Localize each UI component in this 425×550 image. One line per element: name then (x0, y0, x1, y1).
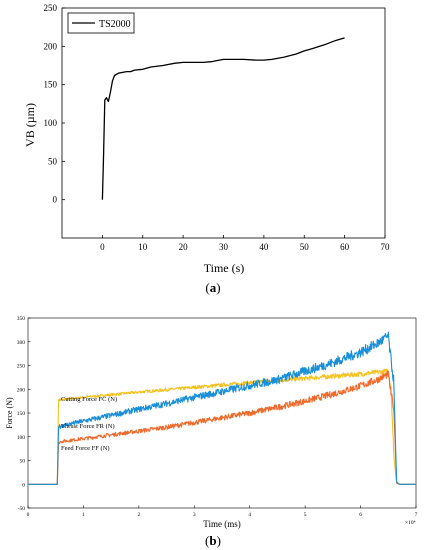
svg-text:(a): (a) (205, 280, 220, 295)
chart-a-ytick-label: 250 (44, 3, 58, 13)
panel-a-caption: (a) (205, 280, 220, 295)
chart-a-xtick-label: 0 (100, 242, 105, 252)
chart-a-legend-box (67, 12, 135, 34)
chart-b-x-exponent: ×10⁴ (405, 520, 416, 526)
chart-a-xtick-label: 20 (179, 242, 189, 252)
chart-b-ytick-label: 50 (20, 459, 26, 465)
chart-b-ytick-label: -50 (18, 506, 26, 512)
series-label-thrust-force: Thrust Force FR (N) (61, 423, 115, 430)
chart-a-ylabel: VB (µm) (23, 103, 37, 147)
chart-b-xlabel: Time (ms) (203, 519, 240, 529)
chart-b-ytick-label: 150 (17, 411, 26, 417)
chart-b-ytick-label: 0 (22, 482, 25, 488)
chart-b-xtick-label: 7 (415, 512, 418, 518)
chart-b-ytick-label: 200 (17, 387, 26, 393)
chart-a-ytick-label: 200 (44, 41, 58, 51)
chart-a-plot-frame (61, 7, 386, 239)
chart-b-ytick-label: 300 (17, 340, 26, 346)
chart-a-ytick-label: 50 (48, 156, 58, 166)
series-label-cutting-force: Cutting Force FC (N) (61, 396, 117, 403)
chart-a-ytick-label: 100 (44, 118, 58, 128)
chart-a-legend: TS2000 (67, 12, 135, 34)
chart-b-xtick-label: 3 (193, 512, 196, 518)
chart-b-series-labels: Cutting Force FC (N) Thrust Force FR (N)… (61, 396, 117, 452)
chart-b-xtick-label: 4 (248, 512, 251, 518)
chart-b-ytick-label: 250 (17, 364, 26, 370)
chart-a: 0 10 20 30 40 50 60 70 0 50 100 150 200 250 TS2000 Ti… (23, 3, 390, 275)
panel-b-caption: (b) (205, 533, 221, 548)
chart-b-plot-frame (27, 317, 417, 509)
chart-a-xtick-label: 70 (381, 242, 391, 252)
chart-b-ytick-label: 350 (17, 316, 26, 322)
svg-text:(b): (b) (205, 533, 221, 548)
chart-a-ticks: 0 10 20 30 40 50 60 70 0 50 100 150 200 250 (44, 3, 391, 252)
chart-b-xtick-label: 1 (82, 512, 85, 518)
chart-b-xtick-label: 6 (359, 512, 362, 518)
chart-b-series (27, 331, 417, 485)
chart-b-series-line-0 (27, 368, 417, 485)
chart-a-series (101, 37, 345, 200)
chart-b-xtick-label: 2 (137, 512, 140, 518)
chart-a-xtick-label: 10 (138, 242, 148, 252)
chart-a-xtick-label: 60 (340, 242, 350, 252)
chart-b-xtick-label: 0 (27, 512, 30, 518)
chart-b-series-line-1 (27, 331, 417, 485)
chart-b-ytick-label: 100 (17, 435, 26, 441)
chart-a-xtick-label: 40 (259, 242, 269, 252)
chart-a-xlabel: Time (s) (204, 261, 245, 275)
chart-a-ytick-label: 0 (53, 195, 58, 205)
series-label-feed-force: Feed Force FF (N) (61, 445, 110, 452)
chart-b-series-line-2 (27, 370, 417, 485)
chart-a-legend-label: TS2000 (99, 19, 131, 30)
chart-a-ytick-label: 150 (44, 80, 58, 90)
chart-a-xtick-label: 50 (300, 242, 310, 252)
chart-a-xtick-label: 30 (219, 242, 229, 252)
chart-b-xtick-label: 5 (304, 512, 307, 518)
chart-a-series-line-0 (101, 37, 345, 200)
chart-b-ylabel: Force (N) (5, 397, 14, 429)
